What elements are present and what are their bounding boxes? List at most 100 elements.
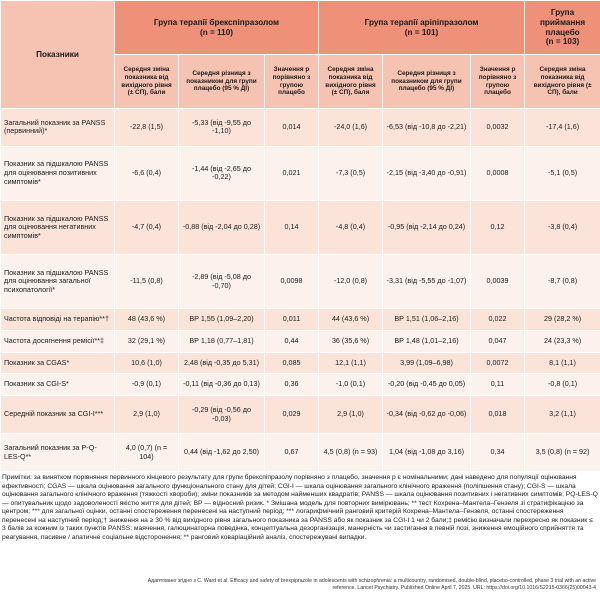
brex-p-value: 0,011 bbox=[263, 308, 320, 331]
ari-mean-diff: -6,53 (від -10,8 до -2,21) bbox=[382, 108, 472, 147]
placebo-mean-change: 3,5 (0,8) (n = 92) bbox=[524, 433, 600, 472]
ari-mean-change: -4,8 (0,4) bbox=[318, 199, 384, 256]
subheader-brex-p: Значення р порівняно з групою плацебо bbox=[263, 54, 320, 109]
brex-p-value: 0,029 bbox=[263, 395, 320, 434]
ari-p-value: 0,12 bbox=[470, 199, 526, 256]
brex-mean-diff: -0,29 (від -0,56 до -0,03) bbox=[178, 395, 265, 434]
row-label: Показник за CGI-S* bbox=[0, 373, 115, 397]
ari-p-value: 0,11 bbox=[470, 373, 526, 397]
brex-mean-change: 4,0 (0,7) (n = 104) bbox=[114, 433, 179, 472]
placebo-mean-change: 8,1 (1,1) bbox=[524, 351, 600, 375]
row-label: Середній показник за CGI-I*** bbox=[0, 395, 115, 434]
ari-mean-change: 2,9 (1,0) bbox=[318, 395, 384, 434]
brex-mean-diff: -1,44 (від -2,65 до -0,22) bbox=[178, 145, 265, 201]
ari-p-value: 0,0008 bbox=[470, 145, 526, 201]
ari-mean-diff: 1,04 (від -1,08 до 3,16) bbox=[382, 433, 472, 472]
subheader-ari-mean-change: Середня зміна показника від вихідного рі… bbox=[318, 54, 384, 109]
ari-mean-change: 36 (35,6 %) bbox=[318, 329, 384, 353]
brex-mean-diff: -0,11 (від -0,36 до 0,13) bbox=[178, 373, 265, 397]
placebo-mean-change: -17,4 (1,6) bbox=[524, 108, 600, 147]
ari-p-value: 0,018 bbox=[470, 395, 526, 434]
source-citation: Адаптовано згідно з C. Ward et al. Effic… bbox=[147, 578, 596, 591]
ari-mean-diff: -0,34 (від -0,62 до -0,06) bbox=[382, 395, 472, 434]
brex-mean-change: 2,9 (1,0) bbox=[114, 395, 179, 434]
subheader-placebo-mean-change: Середня зміна показника від вихідного рі… bbox=[524, 54, 600, 109]
results-table: Показники Група терапії брекспіпразолом … bbox=[0, 0, 600, 472]
row-label: Частота відповіді на терапію**† bbox=[0, 308, 115, 331]
brex-mean-change: 10,6 (1,0) bbox=[114, 351, 179, 375]
ari-p-value: 0,0032 bbox=[470, 108, 526, 147]
brex-p-value: 0,67 bbox=[263, 433, 320, 472]
ari-mean-diff: -3,31 (від -5,55 до -1,07) bbox=[382, 254, 472, 310]
ari-p-value: 0,34 bbox=[470, 433, 526, 472]
row-label: Показник за підшкалою PANSS для оцінюван… bbox=[0, 199, 115, 256]
ari-mean-diff: -2,15 (від -3,40 до -0,91) bbox=[382, 145, 472, 201]
row-label: Частота досягнення ремісії**‡ bbox=[0, 329, 115, 353]
brex-mean-change: -11,5 (0,8) bbox=[114, 254, 179, 310]
row-label: Показник за CGAS* bbox=[0, 351, 115, 375]
header-aripiprazole: Група терапії аріпіпразолом (n = 101) bbox=[318, 0, 526, 55]
ari-mean-diff: -0,95 (від -2,14 до 0,24) bbox=[382, 199, 472, 256]
brex-p-value: 0,0098 bbox=[263, 254, 320, 310]
row-label: Загальний показник за P-Q-LES-Q** bbox=[0, 433, 115, 472]
brex-p-value: 0,14 bbox=[263, 199, 320, 256]
brex-p-value: 0,36 bbox=[263, 373, 320, 397]
ari-p-value: 0,0039 bbox=[470, 254, 526, 310]
table-row: Показник за CGAS* 10,6 (1,0) 2,48 (від -… bbox=[0, 351, 600, 375]
header-indicators: Показники bbox=[0, 0, 115, 109]
header-brexpiprazole: Група терапії брекспіпразолом (n = 110) bbox=[113, 0, 320, 55]
brex-mean-diff: ВР 1,55 (1,09–2,20) bbox=[178, 308, 265, 331]
brex-mean-diff: 0,44 (від -1,62 до 2,50) bbox=[178, 433, 265, 472]
placebo-mean-change: -3,8 (0,4) bbox=[524, 199, 600, 256]
brex-mean-diff: -0,88 (від -2,04 до 0,28) bbox=[178, 199, 265, 256]
ari-p-value: 0,047 bbox=[470, 329, 526, 353]
ari-mean-change: 44 (43,6 %) bbox=[318, 308, 384, 331]
subheader-brex-mean-change: Середня зміна показника від вихідного рі… bbox=[114, 54, 179, 109]
subheader-ari-p: Значення р порівняно з групою плацебо bbox=[470, 54, 526, 109]
table-row: Загальний показник за P-Q-LES-Q** 4,0 (0… bbox=[0, 433, 600, 472]
table-row: Показник за підшкалою PANSS для оцінюван… bbox=[0, 199, 600, 256]
ari-mean-diff: ВР 1,48 (1,01–2,16) bbox=[382, 329, 472, 353]
placebo-mean-change: 3,2 (1,1) bbox=[524, 395, 600, 434]
header-placebo: Група приймання плацебо (n = 103) bbox=[524, 0, 600, 55]
ari-mean-change: -12,0 (0,8) bbox=[318, 254, 384, 310]
brex-mean-diff: -5,33 (від -9,55 до -1,10) bbox=[178, 108, 265, 147]
placebo-mean-change: 24 (23,3 %) bbox=[524, 329, 600, 353]
row-label: Загальний показник за PANSS (первинний)* bbox=[0, 108, 115, 147]
table-row: Середній показник за CGI-I*** 2,9 (1,0) … bbox=[0, 395, 600, 434]
brex-mean-change: -0,9 (0,1) bbox=[114, 373, 179, 397]
brex-p-value: 0,021 bbox=[263, 145, 320, 201]
brex-mean-diff: ВР 1,18 (0,77–1,81) bbox=[178, 329, 265, 353]
placebo-mean-change: -8,7 (0,8) bbox=[524, 254, 600, 310]
table-row: Показник за підшкалою PANSS для оцінюван… bbox=[0, 145, 600, 201]
brex-mean-change: -4,7 (0,4) bbox=[114, 199, 179, 256]
ari-mean-diff: 3,99 (1,09–6,98) bbox=[382, 351, 472, 375]
row-label: Показник за підшкалою PANSS для оцінюван… bbox=[0, 254, 115, 310]
brex-mean-change: -6,6 (0,4) bbox=[114, 145, 179, 201]
placebo-mean-change: -5,1 (0,5) bbox=[524, 145, 600, 201]
ari-p-value: 0,0072 bbox=[470, 351, 526, 375]
brex-mean-change: -22,8 (1,5) bbox=[114, 108, 179, 147]
brex-mean-diff: 2,48 (від -0,35 до 5,31) bbox=[178, 351, 265, 375]
table-row: Частота досягнення ремісії**‡ 32 (29,1 %… bbox=[0, 329, 600, 353]
brex-mean-change: 32 (29,1 %) bbox=[114, 329, 179, 353]
table-row: Показник за підшкалою PANSS для оцінюван… bbox=[0, 254, 600, 310]
table-row: Показник за CGI-S* -0,9 (0,1) -0,11 (від… bbox=[0, 373, 600, 397]
ari-p-value: 0,022 bbox=[470, 308, 526, 331]
table-row: Частота відповіді на терапію**† 48 (43,6… bbox=[0, 308, 600, 331]
ari-mean-diff: -0,20 (від -0,45 до 0,05) bbox=[382, 373, 472, 397]
placebo-mean-change: -0,8 (0,1) bbox=[524, 373, 600, 397]
table-body: Загальний показник за PANSS (первинний)*… bbox=[0, 108, 600, 472]
placebo-mean-change: 29 (28,2 %) bbox=[524, 308, 600, 331]
ari-mean-change: 4,5 (0,8) (n = 93) bbox=[318, 433, 384, 472]
brex-mean-change: 48 (43,6 %) bbox=[114, 308, 179, 331]
brex-mean-diff: -2,89 (від -5,08 до -0,70) bbox=[178, 254, 265, 310]
ari-mean-diff: ВР 1,51 (1,06–2,16) bbox=[382, 308, 472, 331]
ari-mean-change: -24,0 (1,6) bbox=[318, 108, 384, 147]
ari-mean-change: 12,1 (1,1) bbox=[318, 351, 384, 375]
table-row: Загальний показник за PANSS (первинний)*… bbox=[0, 108, 600, 147]
subheader-ari-mean-diff: Середня різниця з показником для групи п… bbox=[382, 54, 472, 109]
ari-mean-change: -7,3 (0,5) bbox=[318, 145, 384, 201]
brex-p-value: 0,44 bbox=[263, 329, 320, 353]
